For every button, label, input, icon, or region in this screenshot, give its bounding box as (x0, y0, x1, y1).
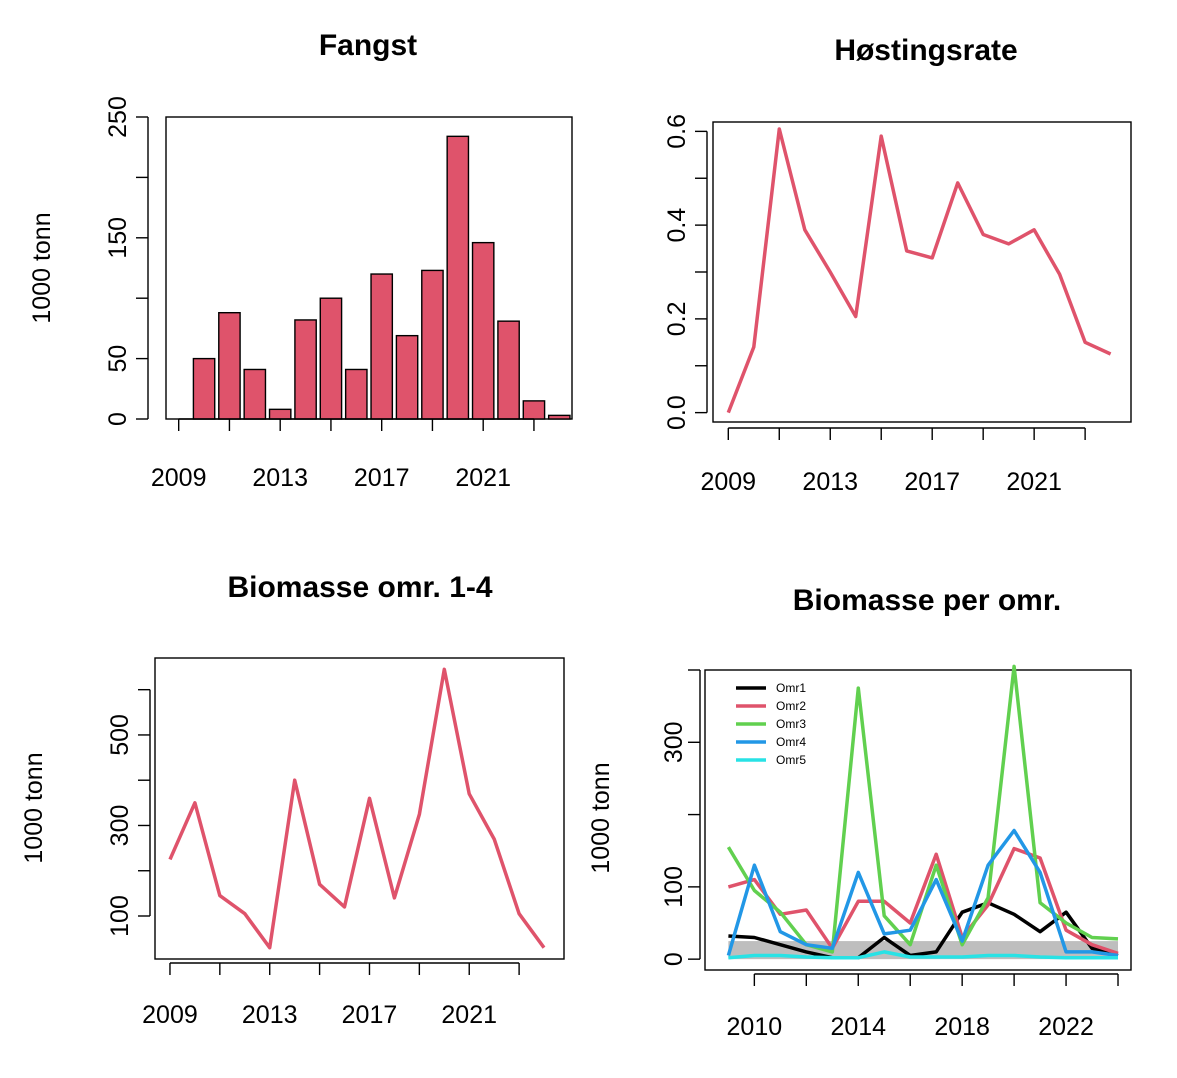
bar-2017 (370, 273, 394, 420)
series-line-omr1 (728, 901, 1119, 960)
x-tick-label: 2017 (342, 1001, 398, 1029)
y-axis-fangst: 0 50 150 250 (104, 96, 149, 426)
bar-2019 (421, 269, 444, 420)
bar-2010 (192, 357, 216, 420)
x-tick-label: 2009 (700, 468, 756, 496)
plot-box-biomasse-14 (154, 657, 565, 960)
x-tick-label: 2010 (727, 1013, 783, 1041)
x-tick-label: 2021 (455, 464, 511, 492)
bar-2020 (446, 135, 470, 420)
panel-title-fangst: Fangst (319, 29, 417, 62)
y-tick-label: 500 (106, 714, 134, 756)
x-tick-label: 2017 (354, 464, 410, 492)
y-axis-label-fangst: 1000 tonn (28, 212, 56, 323)
y-tick-label: 0 (660, 952, 688, 966)
line-series-biomasse-14 (168, 667, 546, 950)
line-series-biomasse-per-omr (726, 664, 1119, 960)
bar-2021 (471, 241, 495, 420)
y-axis-hostingsrate: 0.0 0.2 0.4 0.6 (663, 114, 708, 430)
bar-2015 (319, 297, 343, 420)
x-axis-biomasse-14: 2009 2013 2017 2021 (142, 962, 520, 1029)
y-tick-label: 0.4 (663, 208, 691, 243)
bar-2013 (268, 408, 292, 420)
x-tick-label: 2021 (1006, 468, 1062, 496)
x-tick-label: 2014 (830, 1013, 886, 1041)
legend-label-omr2: Omr2 (776, 699, 806, 713)
y-axis-label-biomasse-per-omr: 1000 tonn (587, 762, 615, 873)
y-axis-biomasse-per-omr: 0 100 300 (660, 669, 701, 966)
line-series-hostingsrate (726, 127, 1112, 414)
x-tick-label: 2013 (252, 464, 308, 492)
bar-2022 (497, 320, 520, 420)
x-tick-label: 2018 (934, 1013, 990, 1041)
x-tick-label: 2022 (1038, 1013, 1094, 1041)
series-line-omr5 (728, 950, 1118, 960)
panel-biomasse-per-omr: Biomasse per omr. 1000 tonn Omr1 Omr2 Omr3… (587, 584, 1132, 1041)
x-tick-label: 2013 (242, 1001, 298, 1029)
bar-2014 (294, 319, 317, 420)
y-tick-label: 100 (660, 866, 688, 908)
y-axis-label-biomasse-14: 1000 tonn (20, 752, 48, 863)
bar-2011 (218, 311, 241, 420)
legend-label-omr3: Omr3 (776, 717, 806, 731)
x-axis-hostingsrate: 2009 2013 2017 2021 (700, 427, 1086, 496)
x-axis-fangst: 2009 2013 2017 2021 (151, 418, 535, 492)
x-tick-label: 2009 (142, 1001, 198, 1029)
bar-2018 (395, 334, 419, 420)
bar-2012 (243, 368, 267, 420)
y-tick-label: 250 (104, 96, 132, 138)
legend-label-omr1: Omr1 (776, 681, 806, 695)
x-tick-label: 2017 (904, 468, 960, 496)
bar-2016 (344, 368, 368, 420)
bar-2024 (547, 414, 571, 420)
x-tick-label: 2013 (802, 468, 858, 496)
y-tick-label: 0.0 (663, 395, 691, 430)
panel-title-hostingsrate: Høstingsrate (834, 34, 1017, 67)
y-tick-label: 300 (106, 805, 134, 847)
y-tick-label: 50 (104, 345, 132, 373)
x-tick-label: 2021 (441, 1001, 497, 1029)
panel-title-biomasse-per-omr: Biomasse per omr. (793, 584, 1061, 617)
legend-label-omr5: Omr5 (776, 753, 806, 767)
series-line-omr4 (726, 828, 1119, 958)
series-line (168, 667, 546, 950)
series-line-omr2 (727, 846, 1119, 956)
y-tick-label: 300 (660, 721, 688, 763)
x-tick-label: 2009 (151, 464, 207, 492)
plot-box-biomasse-per-omr (704, 669, 1132, 971)
x-axis-biomasse-per-omr: 2010 2014 2018 2022 (727, 973, 1119, 1041)
panel-fangst: Fangst 1000 tonn 2009 2013 2017 2021 0 50 150… (28, 29, 573, 492)
y-tick-label: 150 (104, 217, 132, 259)
panel-biomasse-14: Biomasse omr. 1-4 1000 tonn 2009 2013 2017… (20, 571, 565, 1029)
y-tick-label: 0.6 (663, 114, 691, 149)
y-tick-label: 0 (104, 412, 132, 426)
plot-box-hostingsrate (712, 121, 1132, 423)
y-tick-label: 100 (106, 895, 134, 937)
y-axis-biomasse-14: 100 300 500 (106, 688, 151, 937)
legend-label-omr4: Omr4 (776, 735, 806, 749)
legend: Omr1 Omr2 Omr3 Omr4 Omr5 (736, 681, 806, 767)
y-tick-label: 0.2 (663, 301, 691, 336)
bar-2023 (522, 400, 546, 420)
panel-hostingsrate: Høstingsrate 2009 2013 2017 2021 0.00.20.40… (663, 34, 1132, 496)
series-line (726, 127, 1112, 414)
panel-title-biomasse-14: Biomasse omr. 1-4 (227, 571, 492, 604)
bar-series-fangst (192, 135, 571, 420)
